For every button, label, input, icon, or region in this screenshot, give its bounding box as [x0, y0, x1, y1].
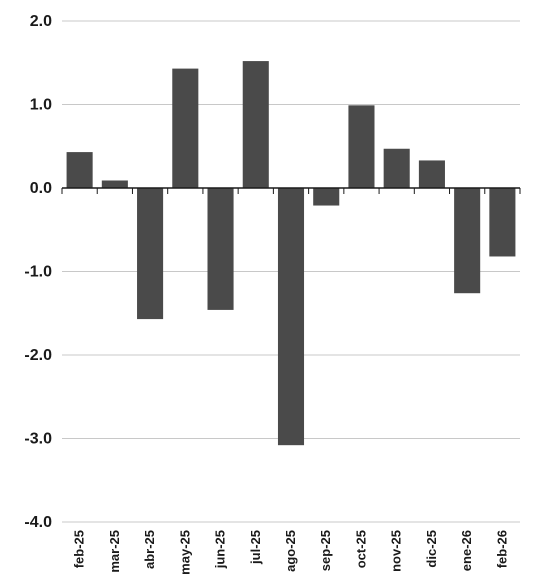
bar [207, 188, 234, 310]
x-tick-label: feb-26 [494, 530, 509, 568]
bar [101, 180, 128, 188]
bar [418, 160, 445, 188]
y-tick-label: 1.0 [30, 97, 52, 114]
bar [137, 188, 164, 320]
bar [277, 188, 305, 446]
x-tick-label: mar-25 [107, 530, 122, 573]
bar [242, 61, 269, 188]
bar [348, 105, 375, 188]
x-tick-label: feb-25 [72, 530, 87, 568]
y-tick-label: -4.0 [24, 514, 52, 531]
x-tick-label: sep-25 [318, 530, 333, 571]
bar [66, 152, 93, 188]
x-tick-label: jun-25 [213, 530, 228, 569]
bar [383, 148, 410, 188]
y-tick-label: -1.0 [24, 264, 52, 281]
tick-labels: 2.0 1.0 0.0 -1.0 -2.0 -3.0 -4.0 feb-25 mar-25 abr… [24, 13, 509, 575]
y-tick-label: 2.0 [30, 13, 52, 30]
x-tick-label: ene-26 [459, 530, 474, 571]
bar [454, 188, 481, 294]
y-tick-label: 0.0 [30, 180, 52, 197]
bar [313, 188, 340, 206]
axes [61, 187, 521, 194]
x-tick-label: nov-25 [389, 530, 404, 572]
x-tick-label: jul-25 [248, 530, 263, 565]
y-tick-label: -2.0 [24, 347, 52, 364]
x-tick-label: abr-25 [142, 530, 157, 569]
x-tick-label: oct-25 [353, 530, 368, 568]
x-tick-label: dic-25 [424, 530, 439, 568]
y-tick-label: -3.0 [24, 431, 52, 448]
bar [489, 188, 516, 257]
x-tick-label: ago-25 [283, 530, 298, 572]
x-tick-label: may-25 [177, 530, 192, 575]
bars [66, 61, 516, 446]
bar [172, 68, 199, 188]
